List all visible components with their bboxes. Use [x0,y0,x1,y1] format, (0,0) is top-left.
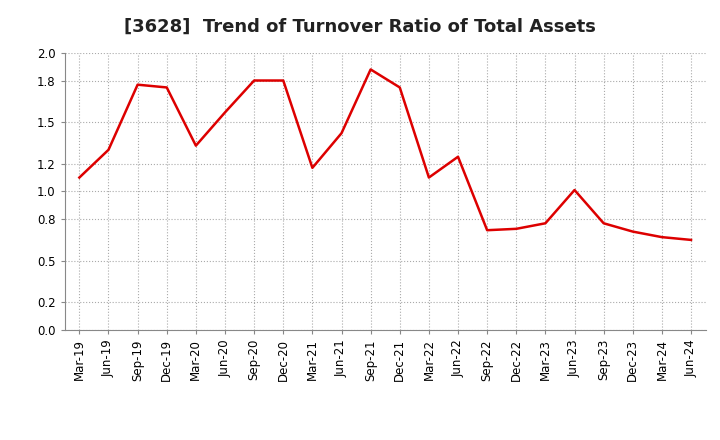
Text: [3628]  Trend of Turnover Ratio of Total Assets: [3628] Trend of Turnover Ratio of Total … [124,18,596,36]
